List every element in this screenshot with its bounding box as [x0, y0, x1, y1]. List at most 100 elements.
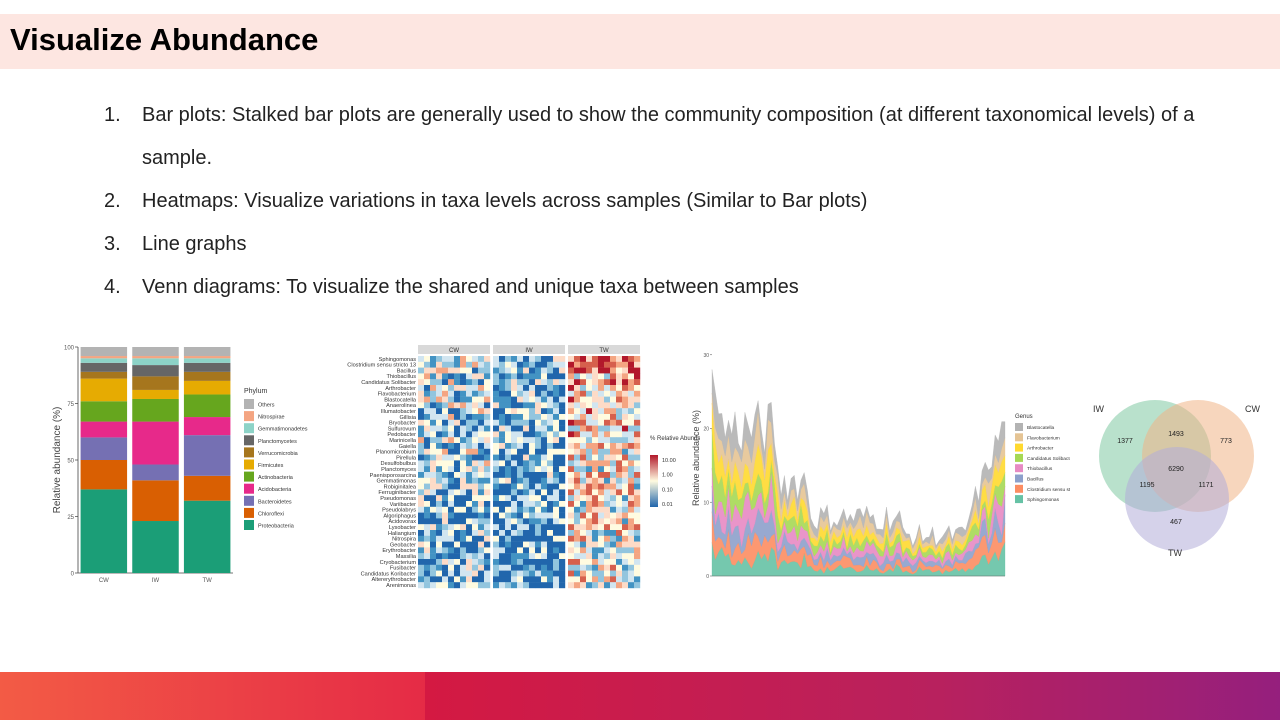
heatmap-cell [484, 501, 491, 507]
heatmap-cell [580, 495, 587, 502]
heatmap-cell [460, 518, 467, 525]
bar-segment [132, 398, 179, 422]
heatmap-cell [580, 367, 587, 374]
heatmap-cell [484, 361, 491, 368]
heatmap-cell [478, 466, 485, 473]
heatmap-cell [472, 495, 479, 502]
heatmap-cell [634, 564, 641, 571]
y-tick-label: 0 [706, 574, 709, 580]
heatmap-cell [478, 501, 485, 507]
heatmap-cell [580, 530, 587, 536]
heatmap-cell [454, 408, 461, 415]
heatmap-cell [448, 559, 455, 565]
heatmap-cell [568, 564, 575, 571]
heatmap-cell [616, 559, 623, 565]
heatmap-cell [535, 576, 542, 583]
heatmap-cell [430, 535, 437, 542]
heatmap-cell [466, 448, 473, 455]
heatmap-cell [610, 396, 617, 403]
heatmap-cell [493, 472, 500, 478]
heatmap-cell [511, 489, 518, 496]
heatmap-cell [523, 425, 530, 432]
row-label: Altererythrobacter [372, 577, 417, 583]
heatmap-cell [454, 414, 461, 420]
heatmap-cell [622, 576, 629, 583]
row-label: Robiginitalea [384, 484, 417, 490]
heatmap-cell [493, 466, 500, 473]
heatmap-cell [580, 361, 587, 368]
heatmap-cell [553, 437, 560, 444]
heatmap-cell [568, 414, 575, 420]
heatmap-cell [523, 535, 530, 542]
heatmap-cell [586, 506, 593, 513]
heatmap-cell [610, 582, 617, 589]
heatmap-cell [460, 443, 467, 449]
heatmap-cell [559, 559, 566, 565]
heatmap-cell [478, 576, 485, 583]
heatmap-cell [535, 373, 542, 380]
heatmap-cell [529, 547, 536, 554]
heatmap-cell [472, 472, 479, 478]
heatmap-cell [472, 530, 479, 536]
heatmap-cell [499, 501, 506, 507]
heatmap-cell [616, 373, 623, 380]
heatmap-cell [610, 414, 617, 420]
count-label: 467 [1170, 519, 1182, 526]
bar-segment [183, 417, 231, 436]
heatmap-cell [430, 367, 437, 374]
heatmap-cell [436, 402, 443, 409]
heatmap-cell [535, 466, 542, 473]
heatmap-cell [511, 541, 518, 548]
row-label: Gillisia [400, 415, 417, 421]
heatmap-cell [442, 443, 449, 449]
heatmap-cell [529, 541, 536, 548]
heatmap-cell [430, 582, 437, 589]
heatmap-cell [580, 356, 587, 362]
heatmap-cell [616, 385, 623, 391]
heatmap-cell [493, 385, 500, 391]
heatmap-cell [517, 367, 524, 374]
heatmap-cell [535, 361, 542, 368]
heatmap-cell [553, 356, 560, 362]
heatmap-cell [424, 576, 431, 583]
heatmap-cell [604, 535, 611, 542]
heatmap-cell [598, 564, 605, 571]
heatmap-cell [535, 559, 542, 565]
bullet-text: Heatmaps: Visualize variations in taxa l… [142, 190, 868, 212]
heatmap-cell [622, 379, 629, 386]
heatmap-cell [442, 547, 449, 554]
heatmap-cell [436, 361, 443, 368]
heatmap-cell [529, 553, 536, 560]
heatmap-cell [628, 512, 635, 519]
x-tick-label: TW [203, 578, 213, 584]
heatmap-cell [484, 506, 491, 513]
heatmap-cell [574, 466, 581, 473]
heatmap-cell [535, 379, 542, 386]
heatmap-cell [553, 443, 560, 449]
heatmap-cell [586, 564, 593, 571]
y-tick-label: 50 [67, 459, 74, 465]
heatmap-cell [610, 443, 617, 449]
heatmap-cell [547, 460, 554, 467]
heatmap-cell [580, 408, 587, 415]
heatmap-cell [541, 547, 548, 554]
heatmap-cell [580, 559, 587, 565]
bar-segment [80, 489, 128, 573]
heatmap-cell [430, 541, 437, 548]
legend-swatch [244, 411, 254, 422]
heatmap-cell [628, 431, 635, 438]
heatmap-cell [511, 390, 518, 397]
heatmap-cell [436, 559, 443, 565]
heatmap-cell [568, 541, 575, 548]
heatmap-cell [598, 576, 605, 583]
heatmap-cell [529, 559, 536, 565]
heatmap-cell [478, 582, 485, 589]
heatmap-cell [523, 559, 530, 565]
heatmap-cell [505, 460, 512, 467]
heatmap-cell [484, 472, 491, 478]
heatmap-cell [424, 466, 431, 473]
heatmap-cell [511, 402, 518, 409]
heatmap-cell [598, 582, 605, 589]
heatmap-cell [418, 419, 425, 426]
heatmap-cell [559, 437, 566, 444]
